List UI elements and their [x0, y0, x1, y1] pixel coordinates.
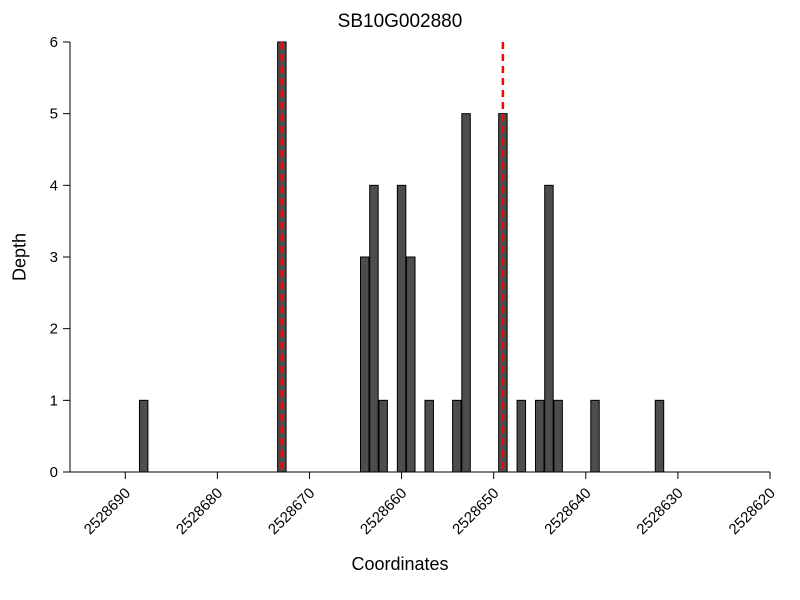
x-tick-label: 2528660: [357, 485, 410, 538]
bar: [544, 184, 554, 473]
x-tick-label: 2528650: [449, 485, 502, 538]
bar: [461, 113, 471, 473]
bar: [553, 399, 563, 473]
bar: [360, 256, 370, 473]
y-axis-label: Depth: [9, 232, 30, 282]
bar: [396, 184, 407, 473]
bar: [369, 184, 379, 473]
x-tick-label: 2528620: [726, 485, 779, 538]
y-tick-label: 5: [50, 106, 58, 123]
chart-title: SB10G002880: [337, 11, 463, 32]
bar: [535, 399, 545, 473]
y-tick-label: 2: [50, 321, 58, 338]
bar: [378, 399, 388, 473]
y-tick-label: 3: [50, 249, 58, 266]
bar: [654, 399, 665, 473]
x-tick-label: 2528630: [633, 485, 686, 538]
bar: [516, 399, 527, 473]
bar: [452, 399, 462, 473]
bar: [590, 399, 600, 473]
x-tick-label: 2528640: [541, 485, 594, 538]
bar: [406, 256, 416, 473]
x-axis-label: Coordinates: [351, 554, 449, 574]
y-tick-label: 4: [50, 177, 58, 194]
y-tick-label: 1: [50, 392, 58, 409]
x-tick-label: 2528690: [81, 485, 134, 538]
y-tick-label: 6: [50, 34, 58, 51]
y-tick-label: 0: [50, 464, 58, 481]
bar: [424, 399, 434, 473]
x-tick-label: 2528680: [173, 485, 226, 538]
x-tick-label: 2528670: [265, 485, 318, 538]
bar: [138, 399, 149, 473]
